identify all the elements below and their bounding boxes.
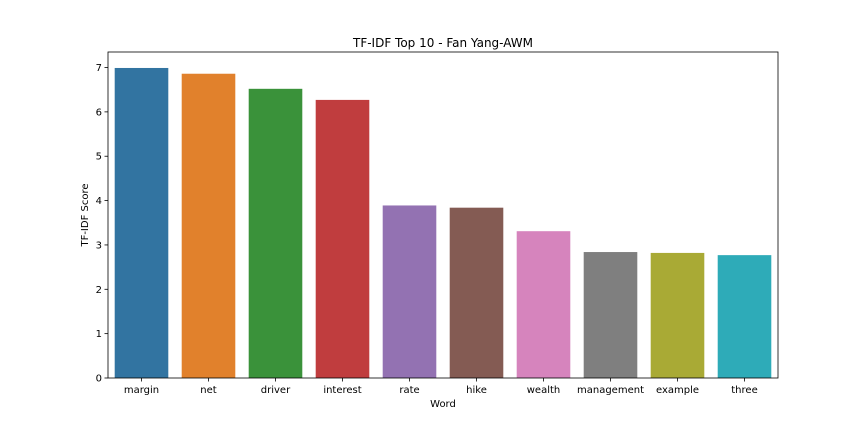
y-tick-label: 0 <box>96 374 102 385</box>
bar-example <box>650 252 705 378</box>
x-tick-label: rate <box>399 385 419 396</box>
y-axis-ticks: 0 1 2 3 4 5 6 7 <box>96 63 108 385</box>
y-tick-label: 3 <box>96 240 102 251</box>
x-tick-label: driver <box>261 385 291 396</box>
bar-interest <box>315 99 370 379</box>
x-tick-label: management <box>577 385 644 396</box>
y-tick-label: 5 <box>96 152 102 163</box>
x-tick-label: interest <box>323 385 361 396</box>
chart-title: TF-IDF Top 10 - Fan Yang-AWM <box>352 36 533 50</box>
bar-management <box>583 252 638 378</box>
bar-rate <box>382 205 437 378</box>
bar-margin <box>114 67 169 378</box>
x-tick-label: wealth <box>527 385 561 396</box>
x-tick-label: three <box>731 385 757 396</box>
bars-group <box>114 67 772 379</box>
bar-three <box>717 255 772 378</box>
bar-net <box>181 73 236 378</box>
y-tick-label: 7 <box>96 63 102 74</box>
y-axis-label: TF-IDF Score <box>80 183 91 247</box>
x-tick-label: margin <box>124 385 159 396</box>
x-tick-label: hike <box>466 385 487 396</box>
x-tick-label: example <box>656 385 699 396</box>
y-tick-label: 2 <box>96 285 102 296</box>
plot-frame <box>107 51 779 379</box>
y-tick-label: 1 <box>96 329 102 340</box>
x-tick-label: net <box>200 385 216 396</box>
x-axis-ticks: margin net driver interest rate hike wealth man… <box>124 378 758 396</box>
y-tick-label: 4 <box>96 196 102 207</box>
bar-wealth <box>516 231 571 378</box>
y-tick-label: 6 <box>96 107 102 118</box>
bar-hike <box>449 207 504 378</box>
bar-driver <box>248 88 303 378</box>
x-axis-label: Word <box>430 399 456 410</box>
